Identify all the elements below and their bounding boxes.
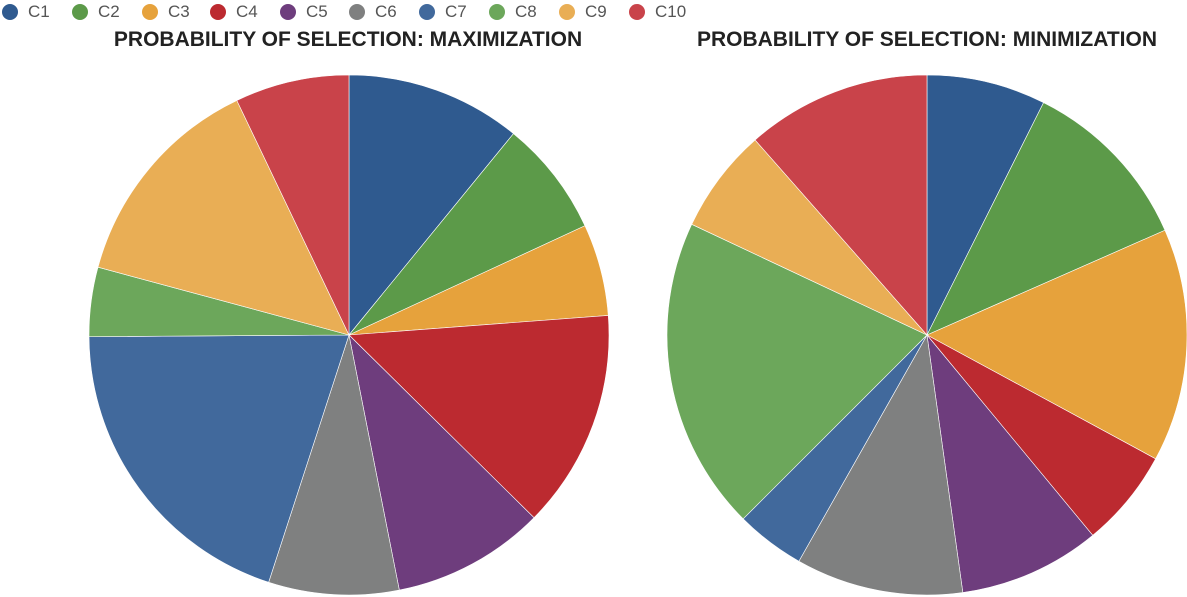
pie-slice-c6: [798, 334, 964, 596]
legend-swatch: [280, 4, 296, 20]
legend-label: C4: [236, 2, 258, 21]
legend-swatch: [2, 4, 18, 20]
legend-label: C9: [585, 2, 607, 21]
pie-slice-c7: [88, 334, 350, 583]
pie-chart-maximization: [88, 74, 610, 596]
legend-swatch: [559, 4, 575, 20]
pie-slice-c10: [754, 74, 928, 336]
legend-label: C2: [98, 2, 120, 21]
chart-title-maximization: PROBABILITY OF SELECTION: MAXIMIZATION: [113, 28, 583, 51]
legend-label: C8: [515, 2, 537, 21]
pie-slice-c8: [666, 223, 928, 520]
legend-swatch: [419, 4, 435, 20]
pie-slice-c5: [348, 334, 535, 591]
pie-slice-c1: [926, 74, 1044, 336]
pie-slice-c4: [348, 315, 610, 519]
pie-slice-c9: [97, 100, 350, 336]
legend-item-c7: C7: [417, 2, 485, 22]
legend-label: C3: [168, 2, 190, 21]
pie-slice-c2: [348, 133, 586, 336]
pie-slice-c5: [926, 333, 1094, 593]
legend-item-c2: C2: [70, 2, 138, 22]
legend-swatch: [349, 4, 365, 20]
legend-label: C1: [28, 2, 50, 21]
legend: C1 C2 C3 C4 C5 C6 C7 C8 C9 C10: [0, 0, 720, 24]
legend-item-c1: C1: [0, 2, 68, 22]
legend-item-c6: C6: [347, 2, 415, 22]
legend-label: C10: [655, 2, 687, 21]
legend-swatch: [72, 4, 88, 20]
legend-swatch: [142, 4, 158, 20]
legend-item-c5: C5: [278, 2, 346, 22]
legend-label: C6: [375, 2, 397, 21]
legend-label: C7: [445, 2, 467, 21]
legend-item-c3: C3: [140, 2, 208, 22]
chart-title-minimization: PROBABILITY OF SELECTION: MINIMIZATION: [696, 28, 1158, 51]
legend-item-c8: C8: [487, 2, 555, 22]
legend-item-c4: C4: [208, 2, 276, 22]
legend-swatch: [629, 4, 645, 20]
legend-swatch: [210, 4, 226, 20]
pie-slice-c2: [926, 102, 1166, 336]
pie-slice-c1: [348, 74, 514, 336]
pie-chart-minimization: [666, 74, 1187, 596]
legend-label: C5: [306, 2, 328, 21]
legend-item-c9: C9: [557, 2, 625, 22]
pie-slice-c6: [268, 333, 400, 596]
legend-item-c10: C10: [627, 2, 695, 22]
pie-slice-c10: [236, 74, 350, 336]
legend-swatch: [489, 4, 505, 20]
